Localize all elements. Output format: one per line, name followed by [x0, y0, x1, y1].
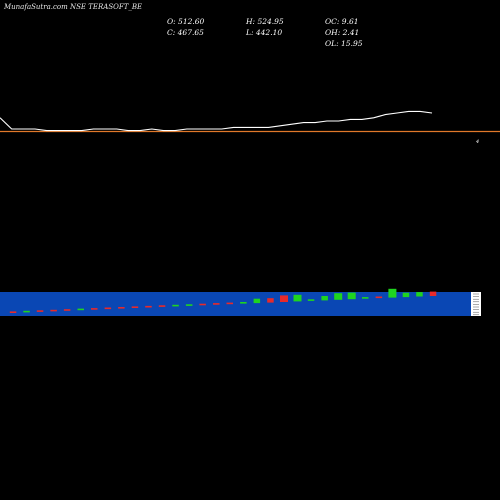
candle [280, 295, 288, 302]
candle [334, 293, 343, 300]
volume-band-panel [0, 288, 481, 316]
price-line [0, 110, 433, 132]
candle [91, 308, 98, 310]
candle [36, 310, 44, 312]
candle [145, 305, 152, 308]
candle [199, 303, 206, 306]
price-panel: 4 [0, 110, 500, 145]
candle [267, 298, 274, 303]
close-value: C: 467.65 [167, 28, 204, 37]
candle [226, 302, 233, 305]
candle [307, 299, 315, 301]
candle [253, 298, 261, 304]
candle [158, 305, 166, 307]
candle [375, 296, 383, 299]
right-scale [471, 292, 481, 316]
candle [131, 306, 139, 308]
candle [347, 292, 356, 300]
high-value: H: 524.95 [245, 17, 284, 26]
ol-value: OL: 15.95 [325, 39, 363, 48]
reference-label: 4 [475, 139, 479, 145]
candle [362, 297, 369, 299]
candle [118, 307, 125, 309]
volume-band [0, 292, 471, 316]
chart-title: MunafaSutra.com NSE TERASOFT_BE [3, 3, 142, 11]
open-value: O: 512.60 [167, 17, 205, 26]
candle [293, 294, 302, 302]
right-scale-box [471, 292, 481, 316]
candle [77, 308, 84, 311]
candle [388, 288, 397, 298]
candle [185, 304, 193, 306]
candle [416, 292, 423, 297]
candle-group [9, 288, 437, 313]
oc-value: OC: 9.61 [325, 17, 359, 26]
candle [172, 304, 179, 307]
candle [9, 311, 17, 313]
candle [213, 303, 220, 305]
candle [321, 296, 328, 301]
low-value: L: 442.10 [245, 28, 282, 37]
candle [240, 302, 247, 304]
candle [429, 291, 437, 296]
candle [104, 307, 112, 310]
candle [23, 310, 30, 313]
candle [50, 309, 57, 312]
candle [63, 309, 71, 311]
candle [402, 292, 410, 298]
oh-value: OH: 2.41 [325, 28, 359, 37]
